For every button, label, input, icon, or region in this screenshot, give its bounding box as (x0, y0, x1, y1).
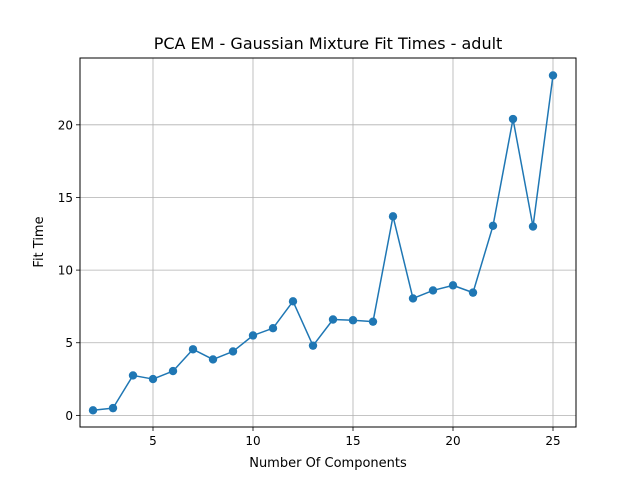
x-tick-label: 25 (545, 434, 560, 448)
data-point (248, 331, 258, 340)
data-point (168, 366, 178, 376)
data-point (108, 403, 118, 413)
y-tick-label: 20 (58, 118, 73, 132)
data-point (508, 114, 518, 124)
data-point (228, 347, 238, 356)
data-point (268, 324, 278, 333)
data-point (368, 317, 378, 326)
plot-frame (79, 57, 577, 428)
data-point (188, 345, 198, 354)
x-tick-label: 10 (245, 434, 260, 448)
data-point (288, 297, 298, 306)
grid-lines (80, 58, 576, 427)
data-point (128, 371, 138, 380)
x-axis-label: Number Of Components (249, 456, 407, 471)
data-point (428, 286, 438, 295)
y-tick-label: 5 (65, 336, 73, 350)
data-point (488, 221, 498, 230)
data-point (528, 222, 538, 231)
data-point (88, 406, 98, 415)
x-tick-label: 20 (445, 434, 460, 448)
series-layer (88, 71, 558, 415)
x-tick-label: 15 (345, 434, 360, 448)
tick-layer: 5 10 15 20 25 0 5 10 15 20 (58, 118, 561, 448)
data-point (308, 341, 318, 350)
x-tick-label: 5 (149, 434, 157, 448)
data-point (148, 374, 158, 384)
y-axis-label: Fit Time (32, 216, 47, 267)
y-tick-label: 10 (58, 264, 73, 278)
data-point (548, 71, 558, 80)
data-point (408, 294, 418, 303)
data-point (448, 281, 458, 290)
y-tick-label: 15 (58, 191, 73, 205)
data-point (208, 355, 218, 364)
data-point (468, 288, 478, 297)
y-tick-label: 0 (65, 409, 73, 423)
data-point (328, 315, 338, 324)
data-point (348, 316, 358, 325)
chart-title: PCA EM - Gaussian Mixture Fit Times - ad… (154, 34, 503, 53)
data-point (388, 212, 398, 221)
